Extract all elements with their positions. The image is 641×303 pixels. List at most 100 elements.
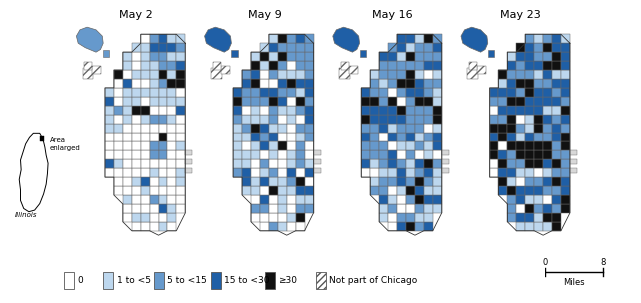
- Bar: [534, 150, 543, 159]
- Bar: [415, 34, 424, 43]
- Bar: [397, 150, 406, 159]
- Bar: [379, 195, 388, 204]
- Bar: [85, 62, 92, 70]
- Bar: [388, 70, 397, 79]
- Bar: [251, 213, 260, 222]
- Bar: [158, 106, 167, 115]
- Bar: [176, 97, 185, 106]
- Bar: [287, 88, 296, 97]
- Bar: [370, 79, 379, 88]
- Bar: [397, 204, 406, 213]
- Bar: [260, 177, 269, 186]
- Bar: [242, 88, 251, 97]
- Bar: [534, 52, 543, 61]
- Bar: [552, 195, 561, 204]
- Bar: [534, 88, 543, 97]
- Bar: [433, 195, 442, 204]
- Bar: [543, 177, 552, 186]
- Bar: [149, 52, 158, 61]
- Bar: [278, 97, 287, 106]
- Bar: [388, 88, 397, 97]
- Bar: [315, 272, 326, 289]
- Bar: [278, 159, 287, 168]
- Bar: [123, 97, 132, 106]
- Bar: [103, 272, 113, 289]
- Bar: [260, 132, 269, 142]
- Bar: [269, 132, 278, 142]
- Bar: [362, 132, 370, 142]
- Bar: [424, 115, 433, 124]
- Bar: [296, 142, 304, 150]
- Bar: [269, 52, 278, 61]
- Bar: [477, 66, 486, 75]
- Bar: [525, 150, 534, 159]
- Bar: [123, 150, 132, 159]
- Bar: [543, 43, 552, 52]
- Bar: [211, 68, 222, 79]
- Bar: [552, 97, 561, 106]
- Bar: [406, 61, 415, 70]
- Bar: [304, 204, 313, 213]
- Bar: [561, 88, 570, 97]
- Bar: [167, 79, 176, 88]
- Bar: [92, 66, 101, 75]
- Bar: [242, 159, 251, 168]
- Bar: [397, 186, 406, 195]
- Bar: [370, 150, 379, 159]
- Bar: [397, 222, 406, 231]
- Bar: [140, 222, 149, 231]
- Bar: [406, 124, 415, 132]
- Bar: [517, 150, 525, 159]
- Bar: [534, 168, 543, 177]
- Bar: [339, 68, 350, 79]
- Bar: [269, 70, 278, 79]
- Bar: [140, 132, 149, 142]
- Bar: [379, 106, 388, 115]
- Bar: [397, 70, 406, 79]
- Bar: [517, 97, 525, 106]
- Bar: [296, 124, 304, 132]
- Bar: [105, 168, 114, 177]
- Bar: [287, 132, 296, 142]
- Bar: [543, 61, 552, 70]
- Bar: [176, 177, 185, 186]
- Bar: [251, 97, 260, 106]
- Bar: [242, 177, 251, 186]
- Bar: [525, 213, 534, 222]
- Bar: [406, 159, 415, 168]
- Bar: [415, 79, 424, 88]
- Bar: [362, 88, 370, 97]
- Bar: [424, 150, 433, 159]
- Bar: [176, 142, 185, 150]
- Bar: [397, 115, 406, 124]
- Bar: [242, 115, 251, 124]
- Bar: [158, 115, 167, 124]
- Bar: [278, 115, 287, 124]
- Bar: [149, 43, 158, 52]
- Bar: [149, 186, 158, 195]
- Bar: [269, 159, 278, 168]
- Bar: [287, 168, 296, 177]
- Bar: [149, 168, 158, 177]
- Bar: [251, 159, 260, 168]
- Bar: [543, 204, 552, 213]
- Bar: [304, 124, 313, 132]
- Bar: [105, 115, 114, 124]
- Bar: [499, 132, 508, 142]
- Bar: [114, 97, 123, 106]
- Bar: [517, 195, 525, 204]
- Bar: [442, 150, 449, 155]
- Bar: [149, 150, 158, 159]
- Bar: [552, 168, 561, 177]
- Bar: [543, 150, 552, 159]
- Bar: [167, 124, 176, 132]
- Bar: [397, 213, 406, 222]
- Bar: [379, 204, 388, 213]
- Bar: [132, 195, 140, 204]
- Bar: [140, 124, 149, 132]
- Bar: [176, 70, 185, 79]
- Bar: [260, 124, 269, 132]
- Bar: [260, 222, 269, 231]
- Bar: [424, 34, 433, 43]
- Bar: [552, 222, 561, 231]
